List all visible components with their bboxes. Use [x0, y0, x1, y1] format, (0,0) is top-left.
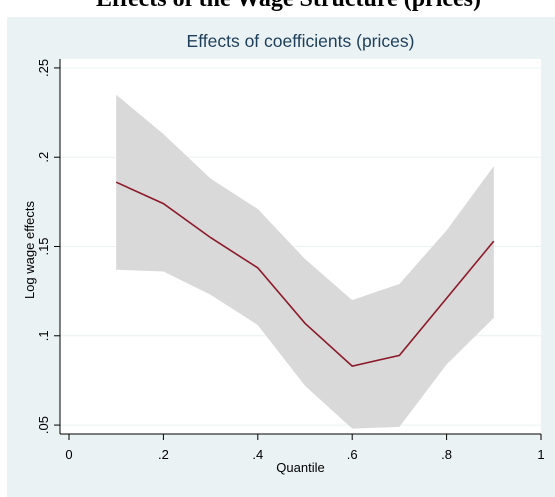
series-line-layer — [115, 181, 495, 367]
y-tick-label: .25 — [36, 59, 51, 77]
y-tick-label: .1 — [36, 330, 51, 341]
x-tick-label: .6 — [347, 447, 358, 462]
y-tick-label: .2 — [36, 152, 51, 163]
x-tick-label: .2 — [158, 447, 169, 462]
x-tick-label: 0 — [65, 447, 72, 462]
y-tick-label: .05 — [36, 416, 51, 434]
y-axis-label: Log wage effects — [22, 200, 37, 299]
y-tick-label: .15 — [36, 237, 51, 255]
partial-header-strip: Effects of the Wage Structure (prices) — [0, 0, 555, 17]
chart-title: Effects of coefficients (prices) — [187, 31, 415, 51]
confidence-band — [116, 94, 494, 429]
confidence-band-layer — [116, 94, 494, 429]
x-axis-label: Quantile — [276, 460, 324, 475]
series-line — [115, 181, 495, 367]
x-tick-label: .4 — [252, 447, 263, 462]
partial-header-text: Effects of the Wage Structure (prices) — [96, 0, 481, 13]
axes: 0 .2 .4 .6 .8 1 .05 .1 .15 .2 .25 — [36, 59, 545, 462]
x-tick-label: 1 — [537, 447, 544, 462]
x-tick-label: .8 — [441, 447, 452, 462]
